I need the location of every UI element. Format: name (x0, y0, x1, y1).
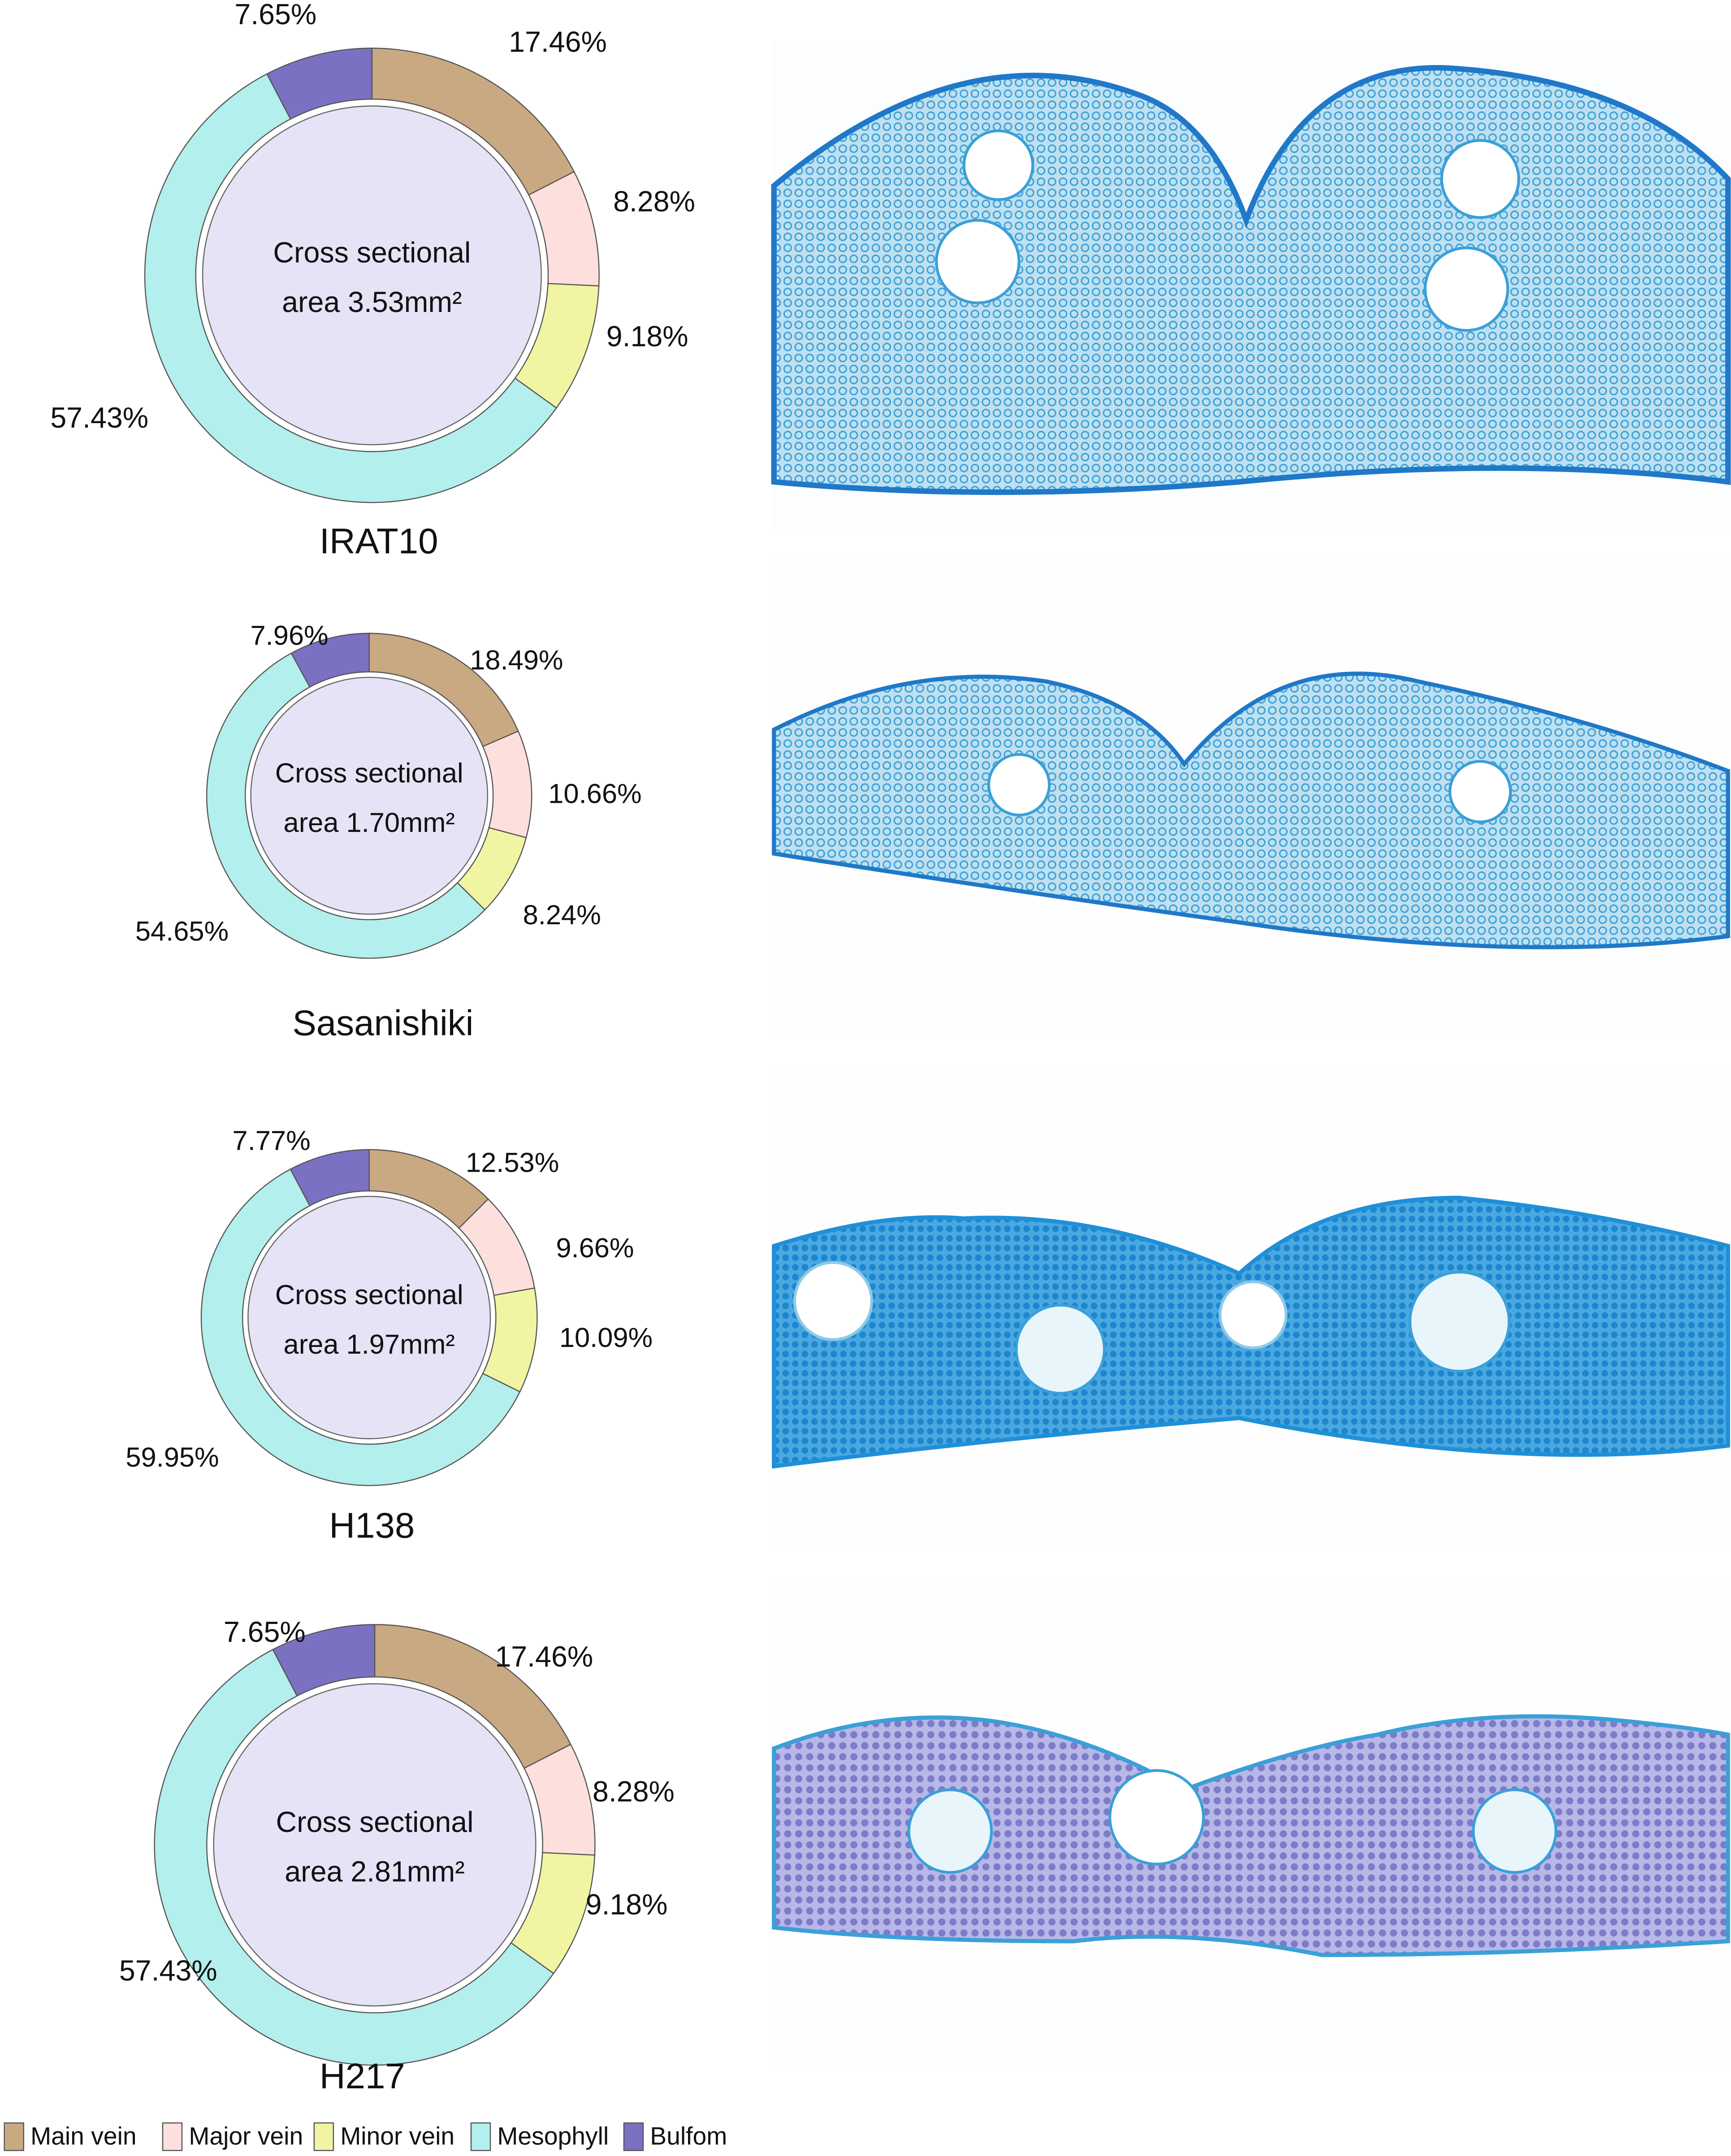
center-text: area 3.53mm² (282, 286, 462, 318)
legend-label: Main vein (30, 2122, 137, 2150)
donut-segment (144, 73, 558, 503)
center-text: Cross sectional (275, 1280, 463, 1311)
value-label: 59.95% (125, 1442, 219, 1473)
chart-title: H217 (320, 2056, 405, 2096)
center-text: Cross sectional (273, 236, 471, 268)
center-text: Cross sectional (276, 1806, 474, 1838)
value-label: 17.46% (495, 1641, 593, 1673)
value-label: 9.18% (586, 1888, 668, 1921)
value-label: 9.18% (606, 320, 688, 353)
center-text: area 1.97mm² (284, 1329, 455, 1360)
legend-label: Minor vein (340, 2122, 454, 2150)
value-label: 54.65% (135, 916, 229, 947)
value-label: 7.77% (233, 1126, 311, 1156)
value-label: 7.65% (234, 0, 316, 30)
donut-segment (266, 48, 373, 120)
micrograph (771, 41, 1731, 530)
value-label: 57.43% (50, 402, 148, 434)
center-disc (213, 1683, 537, 2007)
value-label: 57.43% (119, 1955, 217, 1987)
value-label: 10.09% (559, 1322, 653, 1353)
center-text: area 2.81mm² (285, 1855, 465, 1888)
donut-segment (290, 632, 370, 688)
donut-segment (482, 730, 532, 839)
legend-label: Mesophyll (497, 2122, 609, 2150)
center-text: area 1.70mm² (284, 807, 455, 838)
legend-swatch (470, 2122, 491, 2151)
value-label: 9.66% (556, 1233, 634, 1264)
value-label: 8.24% (523, 900, 601, 931)
value-label: 12.53% (466, 1147, 559, 1178)
center-text: Cross sectional (275, 758, 463, 788)
legend: Main vein Major vein Minor vein Mesophyll Bu… (4, 2122, 727, 2151)
legend-swatch (623, 2122, 644, 2151)
chart-title: Sasanishiki (293, 1003, 474, 1043)
donut-segment (206, 652, 486, 959)
value-label: 10.66% (548, 779, 641, 810)
value-label: 7.65% (224, 1616, 306, 1648)
value-label: 18.49% (470, 645, 563, 676)
legend-swatch (162, 2122, 183, 2151)
center-disc (250, 676, 489, 915)
legend-label: Major vein (189, 2122, 303, 2150)
donut-segment (154, 1649, 554, 2066)
value-label: 8.28% (613, 186, 695, 218)
center-disc (202, 105, 542, 446)
legend-swatch (313, 2122, 334, 2151)
center-disc (247, 1195, 491, 1439)
legend-label: Bulfom (650, 2122, 727, 2150)
donut-segment (290, 1149, 370, 1207)
chart-title: IRAT10 (320, 521, 438, 561)
value-label: 8.28% (593, 1775, 675, 1808)
donut-segment (272, 1624, 376, 1697)
micrograph (771, 557, 1731, 1039)
value-label: 7.96% (250, 620, 328, 651)
legend-swatch (4, 2122, 24, 2151)
donut-segment (482, 1287, 538, 1393)
chart-title: H138 (329, 1505, 415, 1545)
donut-segment (200, 1168, 521, 1486)
micrograph (771, 1067, 1731, 1549)
value-label: 17.46% (509, 26, 607, 58)
micrograph (771, 1576, 1731, 2065)
